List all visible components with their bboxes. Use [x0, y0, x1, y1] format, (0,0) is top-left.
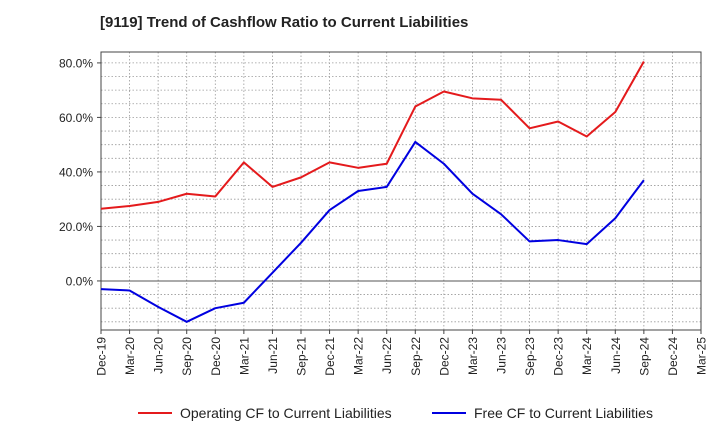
x-tick-label: Sep-20 [180, 337, 194, 376]
x-tick-label: Dec-20 [209, 337, 223, 376]
x-tick-label: Jun-20 [152, 337, 166, 374]
x-tick-label: Sep-23 [523, 337, 537, 376]
x-tick-label: Sep-22 [409, 337, 423, 376]
x-tick-label: Mar-23 [466, 337, 480, 375]
y-tick-label: 0.0% [66, 274, 94, 288]
legend-swatch-free-cf [432, 412, 466, 414]
legend-item-free-cf: Free CF to Current Liabilities [432, 405, 653, 421]
legend-item-operating-cf: Operating CF to Current Liabilities [138, 405, 392, 421]
legend: Operating CF to Current Liabilities Free… [0, 405, 720, 427]
x-tick-label: Jun-23 [495, 337, 509, 374]
y-tick-label: 80.0% [59, 56, 93, 70]
free-cf-line [100, 140, 645, 323]
chart-title: [9119] Trend of Cashflow Ratio to Curren… [100, 14, 469, 31]
x-tick-label: Dec-24 [666, 337, 680, 376]
x-tick-label: Mar-22 [352, 337, 366, 375]
y-tick-label: 60.0% [59, 111, 93, 125]
x-tick-label: Dec-23 [552, 337, 566, 376]
x-tick-label: Mar-21 [237, 337, 251, 375]
x-tick-label: Sep-24 [637, 337, 651, 376]
series-lines [100, 61, 645, 323]
axes [97, 51, 702, 334]
legend-label-operating-cf: Operating CF to Current Liabilities [180, 405, 392, 421]
x-tick-label: Mar-20 [123, 337, 137, 375]
y-tick-label: 40.0% [59, 165, 93, 179]
x-tick-label: Jun-24 [609, 337, 623, 374]
y-tick-labels: 0.0% 20.0% 40.0% 60.0% 80.0% [59, 56, 93, 288]
operating-cf-line [100, 61, 645, 210]
x-tick-label: Dec-21 [323, 337, 337, 376]
x-tick-label: Mar-25 [695, 337, 709, 375]
grid [100, 52, 702, 330]
x-tick-label: Mar-24 [580, 337, 594, 375]
y-tick-label: 20.0% [59, 220, 93, 234]
legend-swatch-operating-cf [138, 412, 172, 414]
x-tick-label: Sep-21 [295, 337, 309, 376]
x-tick-label: Dec-22 [437, 337, 451, 376]
x-tick-label: Jun-21 [266, 337, 280, 374]
x-tick-labels: Dec-19 Mar-20 Jun-20 Sep-20 Dec-20 Mar-21 Jun-… [95, 337, 709, 376]
plot-frame [100, 51, 702, 331]
x-tick-label: Dec-19 [95, 337, 109, 376]
x-tick-label: Jun-22 [380, 337, 394, 374]
legend-label-free-cf: Free CF to Current Liabilities [474, 405, 653, 421]
